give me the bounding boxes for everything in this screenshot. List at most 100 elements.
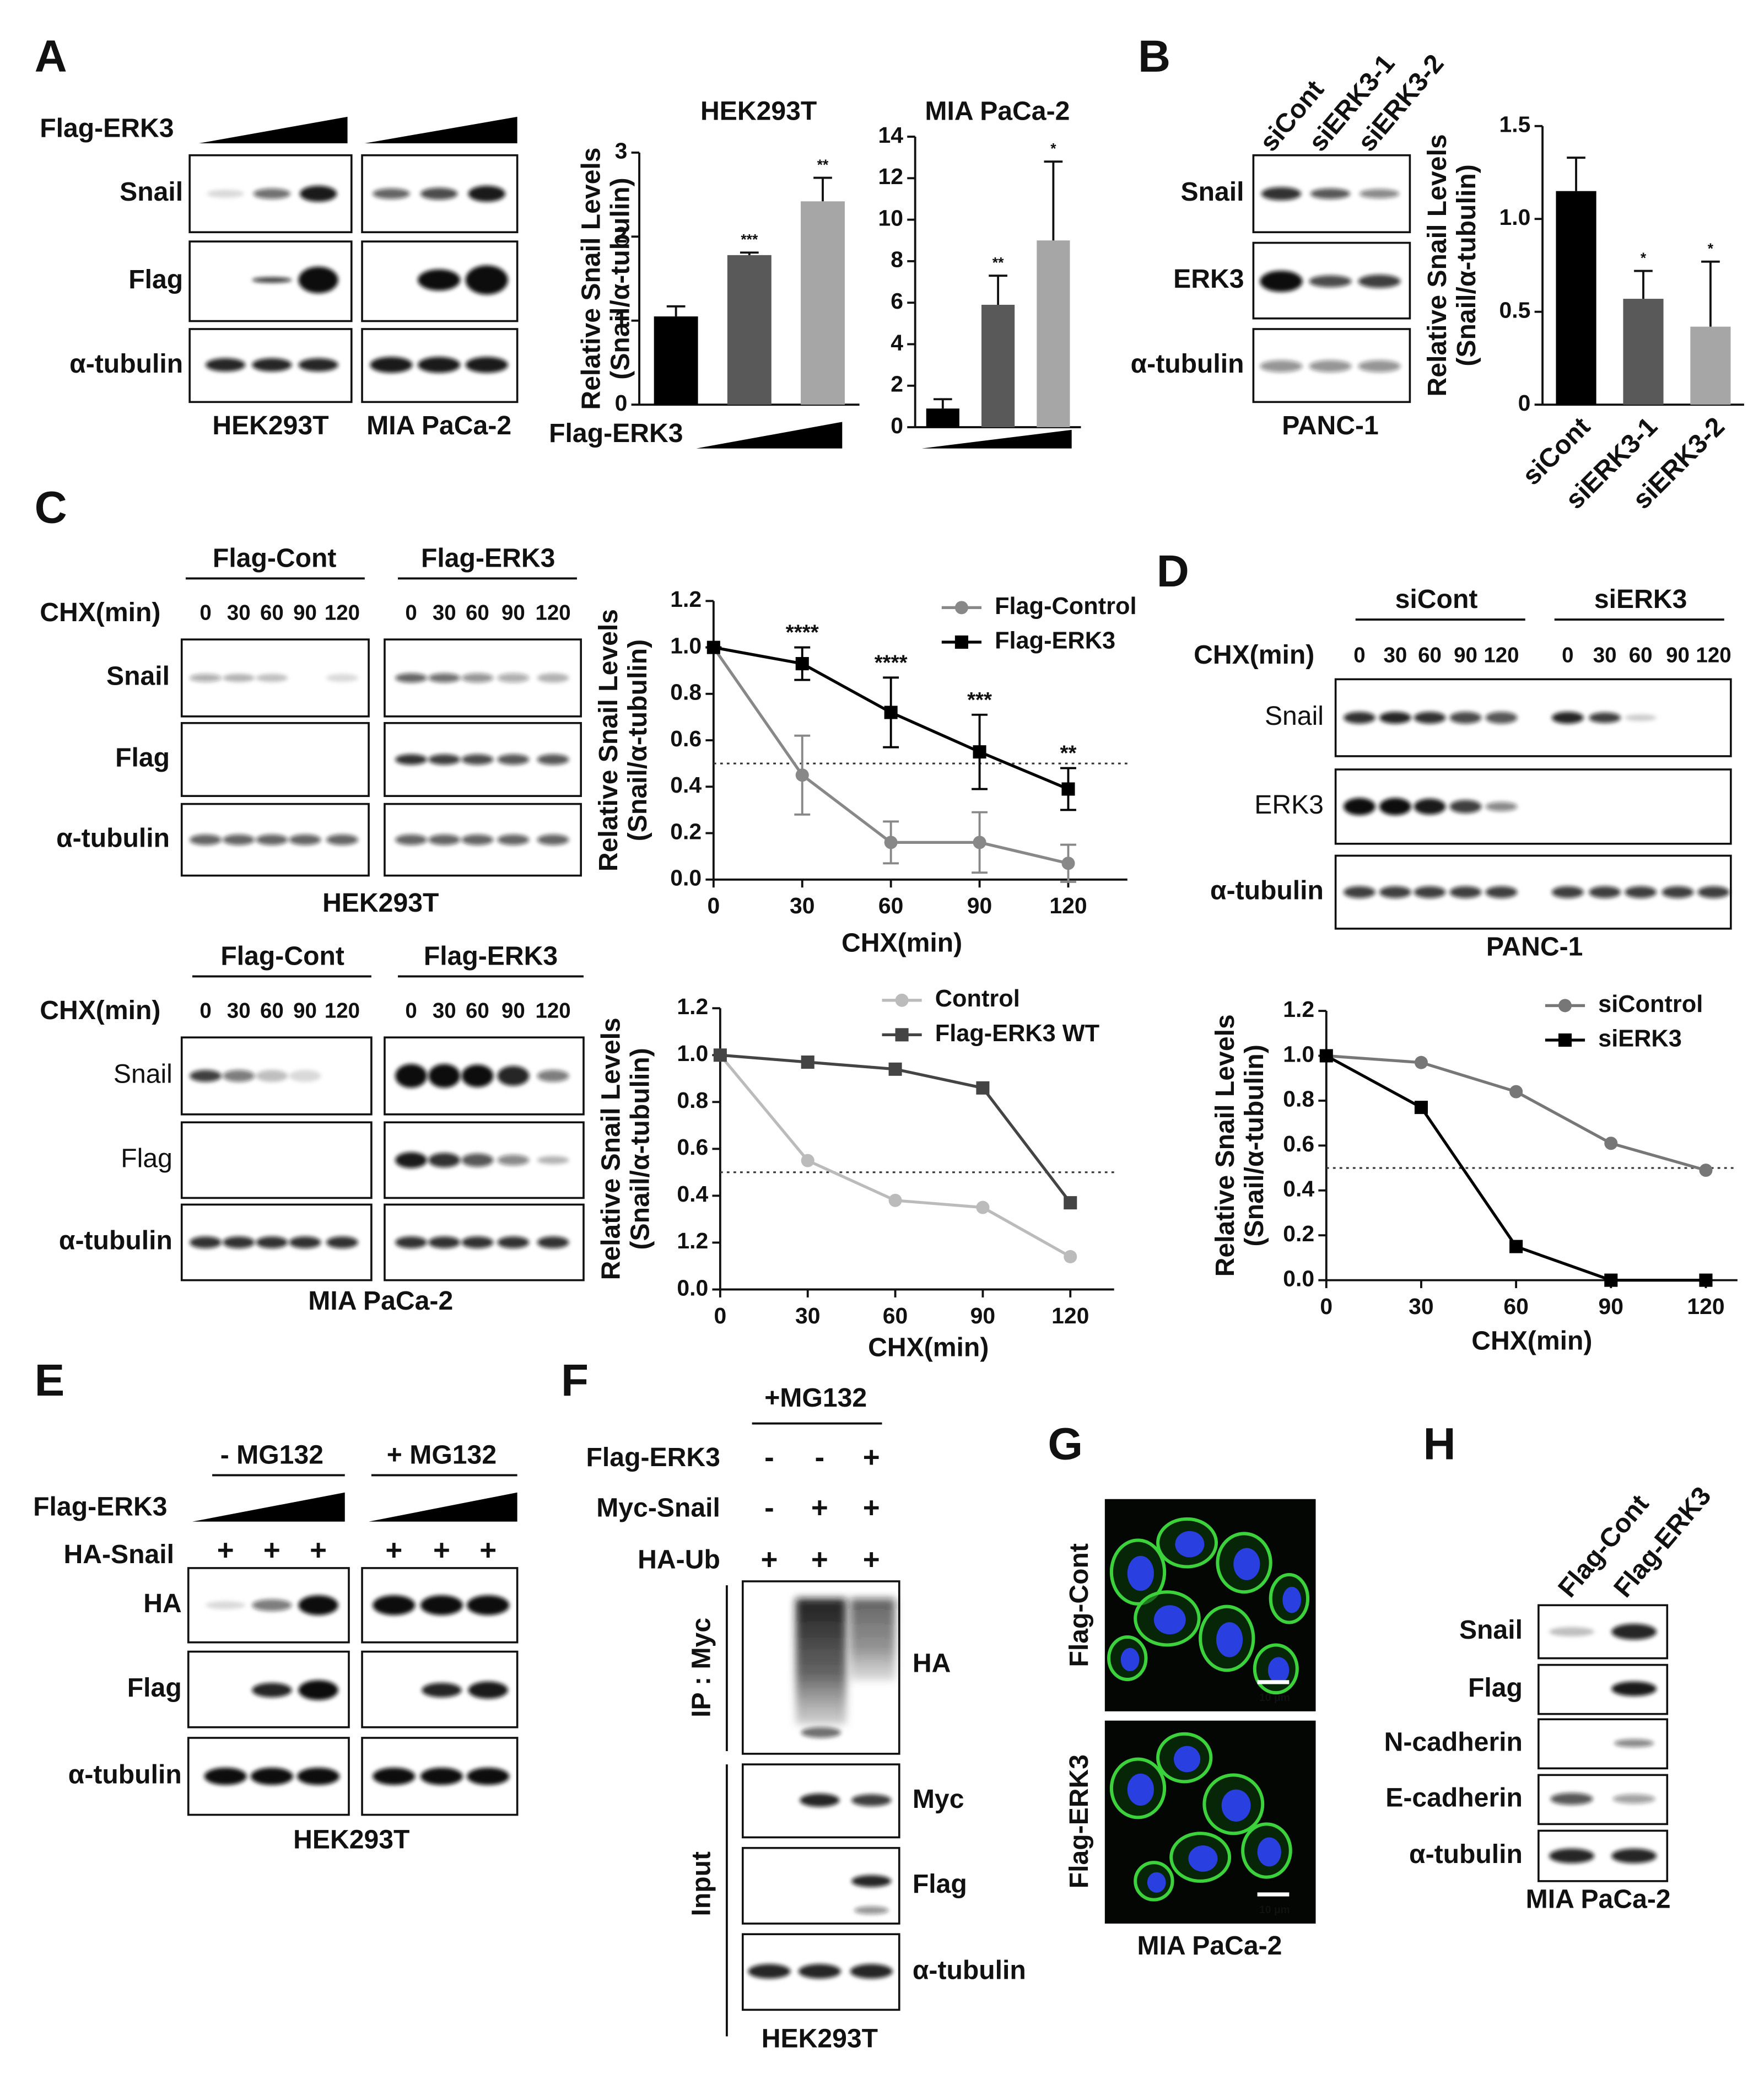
bar [1623,299,1664,405]
x-tick-label: 30 [1409,1294,1434,1319]
blot-band [206,358,246,371]
blot-band [468,1681,508,1699]
y-tick-label: 0.8 [670,680,702,705]
treatment-mark: - [764,1492,774,1524]
blot-band [1449,712,1482,724]
row-label: Flag [127,1673,182,1703]
blot-band [190,1070,222,1082]
y-tick-label: 1 [615,306,628,332]
scale-label: 10 μm [1259,1904,1290,1916]
y-axis-label: Relative Snail Levels [1422,134,1452,396]
time-point: 30 [433,999,456,1023]
blot-band [497,673,530,683]
row-label: Snail [1265,701,1324,731]
treatment-mark: + [310,1534,327,1566]
chart-title: HEK293T [700,96,817,126]
blot-band [461,1153,494,1167]
y-tick-label: 10 [878,205,903,230]
blot-band [428,754,461,765]
blot-band [395,1152,427,1169]
cell-nucleus [1153,1605,1186,1635]
x-tick-label: 30 [795,1303,821,1328]
y-tick-label: 1.2 [677,1228,708,1253]
blot-band [297,1768,340,1785]
cell-line: HEK293T [293,1824,409,1854]
blot-band [395,754,427,765]
blot-band [252,358,292,371]
blot-band [1414,712,1446,724]
significance: * [1641,250,1647,266]
blot-band [1614,1739,1654,1747]
blot-band [1261,187,1302,201]
time-point: 120 [325,601,360,625]
y-tick-label: 1.2 [670,586,702,612]
y-tick-label: 0.4 [677,1181,708,1207]
marker [973,836,986,849]
y-tick-label: 0 [891,413,903,438]
marker [976,1081,990,1095]
x-tick-label: 30 [790,893,815,918]
cell-line: PANC-1 [1486,932,1583,962]
error-bar [740,251,759,255]
blot-band [1551,712,1584,724]
blot-band [1612,1794,1655,1804]
blot-band [1379,798,1411,816]
significance: ** [1060,742,1076,766]
time-point: 0 [1562,644,1573,667]
blot-band [1611,1848,1657,1864]
blot-band [223,1236,255,1248]
blot-band [395,673,427,683]
time-point: 60 [466,601,489,625]
row-label: Flag [121,1144,172,1173]
blot-band [326,674,358,682]
time-point: 60 [260,999,284,1023]
legend-label: Flag-Control [995,593,1136,620]
row-label: N-cadherin [1384,1727,1523,1757]
blot-band [1309,360,1352,373]
y-axis-label: (Snail/α-tubulin) [1239,1044,1269,1246]
blot-band [461,834,494,846]
row-label: Snail [1459,1615,1523,1645]
gradient-triangle [921,429,1072,449]
bar [1556,191,1596,405]
cell-nucleus [1120,1647,1140,1672]
blot-band [420,1768,463,1785]
row-label: Flag-Cont [1064,1543,1094,1667]
y-tick-label: 1.0 [1283,1041,1314,1067]
cell-line: MIA PaCa-2 [366,411,511,440]
panel-letter: H [1423,1419,1455,1469]
significance: **** [875,651,908,675]
y-tick-label: 14 [878,122,903,148]
time-point: 60 [260,601,284,625]
blot-band [468,186,505,202]
cell-line: PANC-1 [1282,411,1379,440]
blot-band [1549,1848,1594,1864]
section-label: Input [686,1851,716,1916]
blot-band [461,1064,494,1087]
group-label: Flag-Cont [213,543,337,573]
y-axis-label: Relative Snail Levels [594,609,623,871]
blot-band [373,1768,416,1785]
cell-line: HEK293T [322,888,439,918]
marker [1509,1085,1523,1099]
marker [884,706,898,719]
time-point: 0 [199,999,211,1023]
blot-band [1449,886,1482,898]
y-axis-label: Relative Snail Levels [1210,1014,1240,1277]
marker [954,635,968,649]
treatment-mark: + [811,1543,828,1576]
group-label: +MG132 [764,1383,867,1413]
blot-band [1550,1792,1593,1805]
time-point: 90 [501,999,525,1023]
blot-band [798,1964,841,1979]
blot-band [207,190,244,198]
marker [1509,1240,1523,1253]
cell-line: MIA PaCa-2 [1526,1884,1671,1914]
blot-band [1344,712,1375,724]
blot-band [298,1595,338,1616]
row-label: E-cadherin [1385,1783,1523,1813]
row-label: Myc [913,1784,964,1814]
bar [1037,240,1070,428]
blot-band [256,674,288,682]
blot-band [252,277,292,283]
